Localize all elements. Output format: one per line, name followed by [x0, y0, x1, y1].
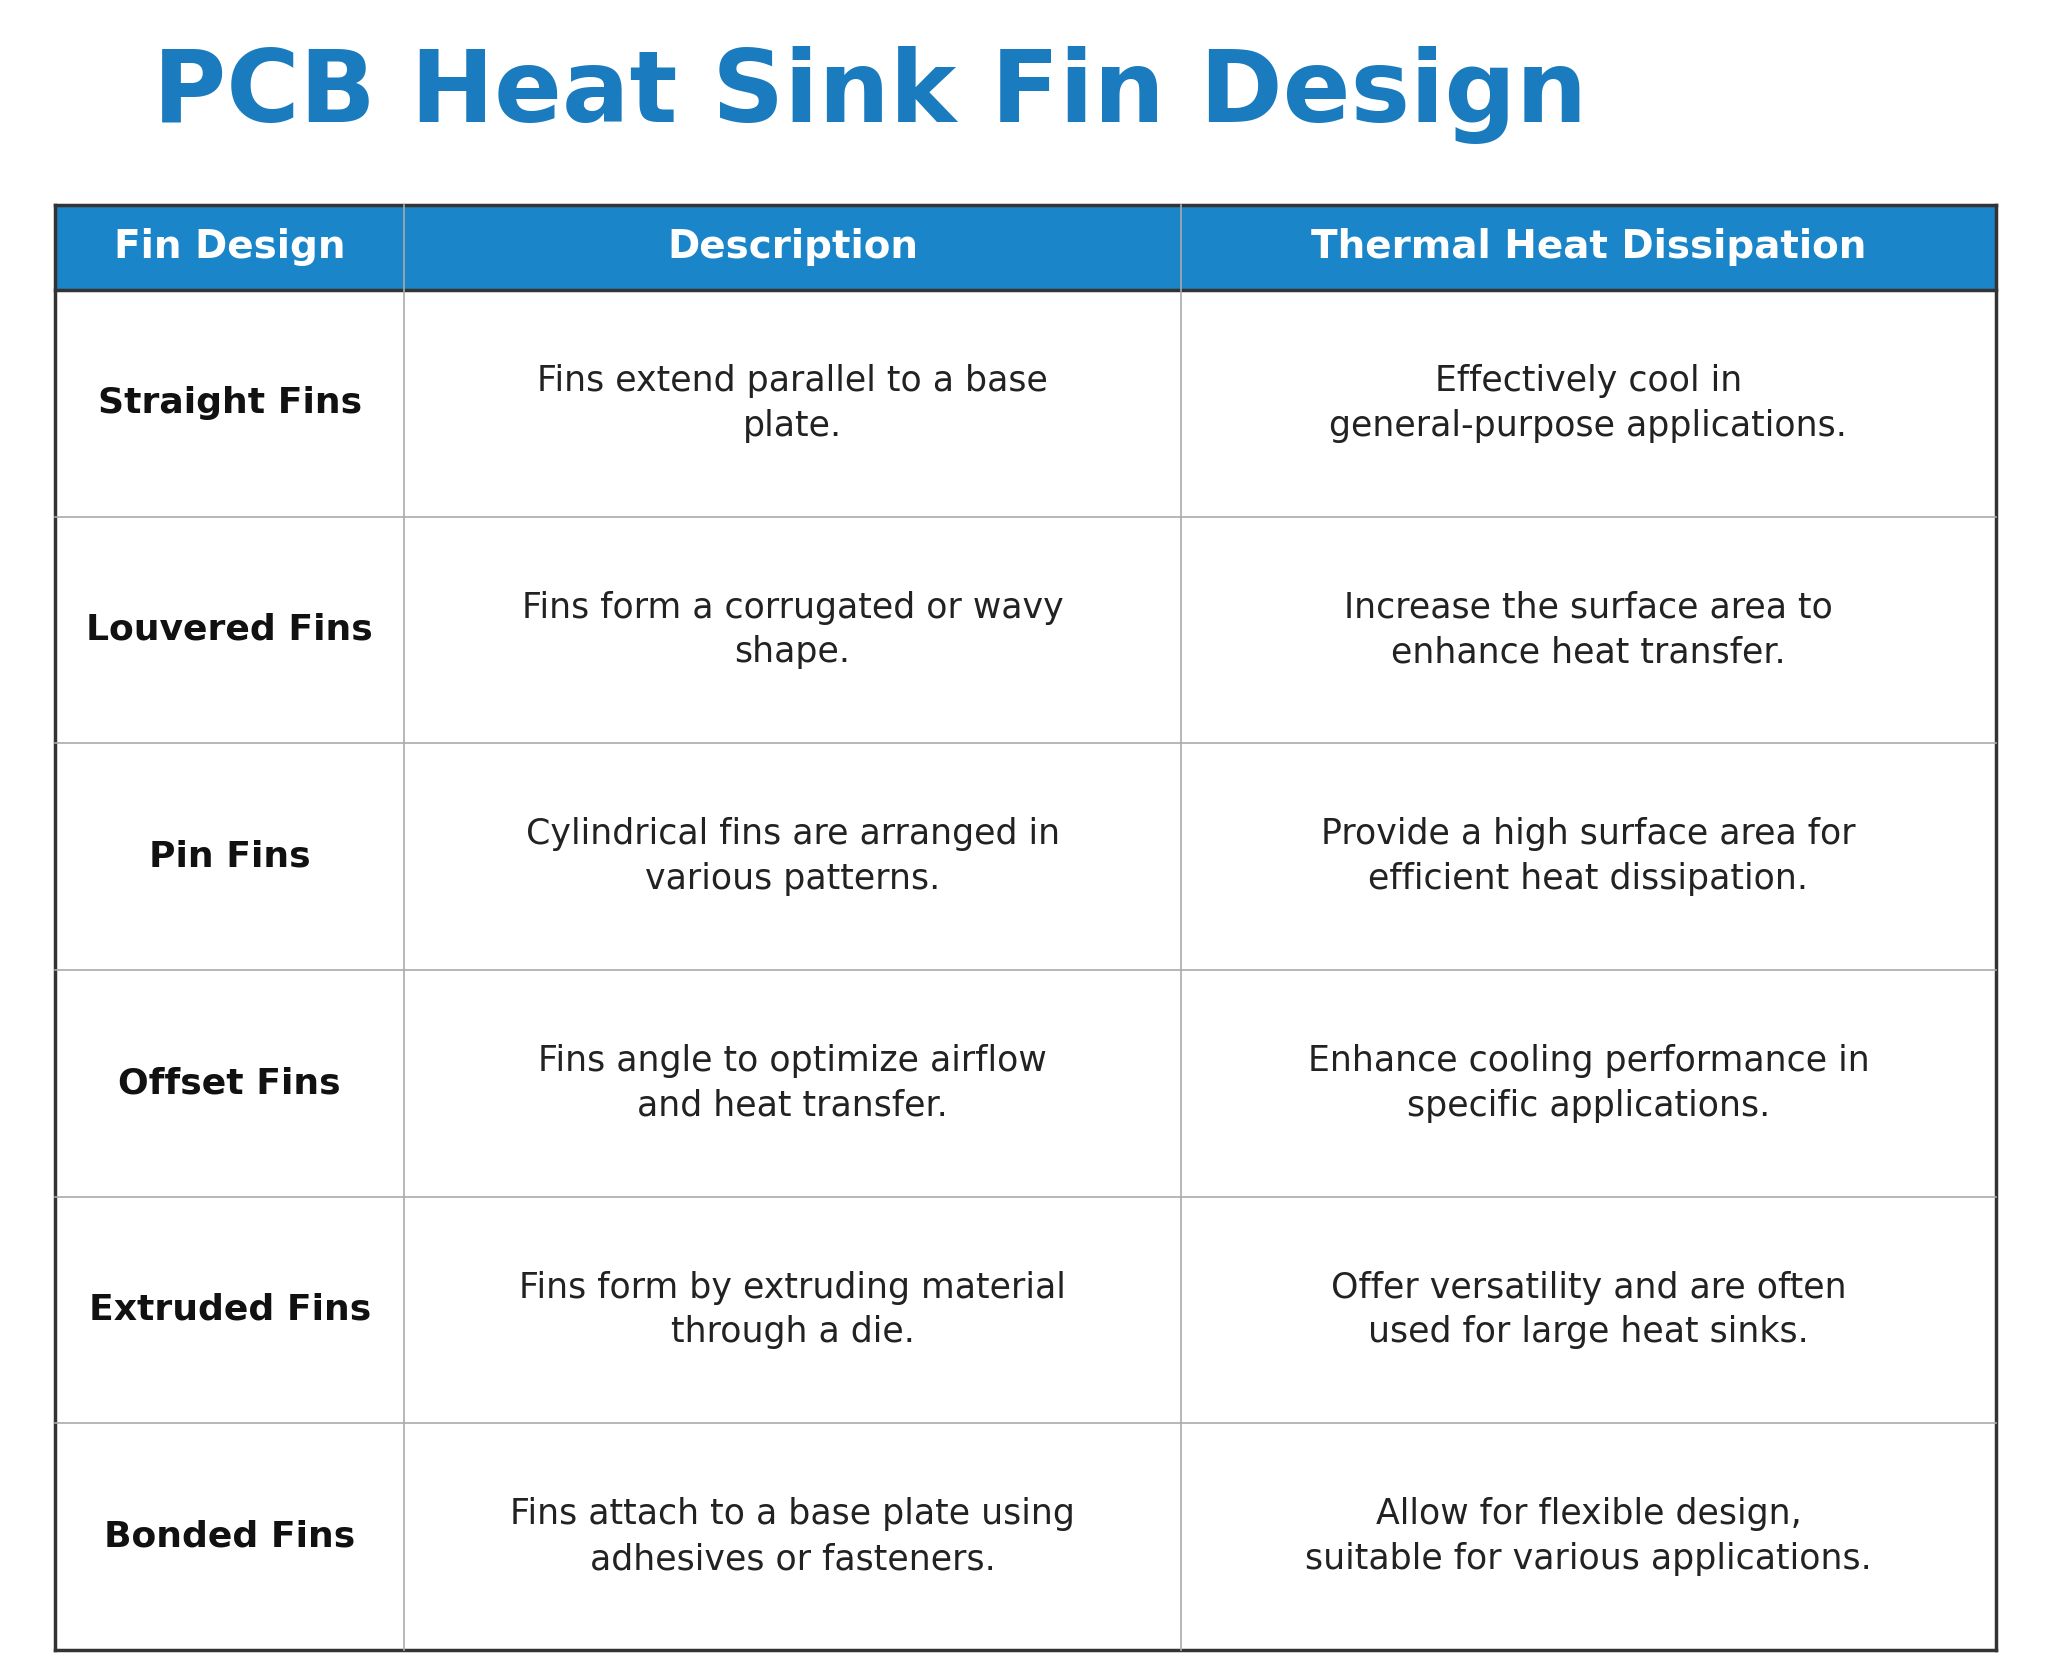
- Bar: [55, 290, 404, 517]
- Text: Thermal Heat Dissipation: Thermal Heat Dissipation: [1311, 228, 1866, 267]
- Bar: [404, 744, 1181, 970]
- Text: Fins form a corrugated or wavy
shape.: Fins form a corrugated or wavy shape.: [521, 591, 1064, 670]
- Bar: [1181, 517, 1996, 744]
- Bar: [404, 290, 1181, 517]
- Text: Fins attach to a base plate using
adhesives or fasteners.: Fins attach to a base plate using adhesi…: [511, 1498, 1075, 1577]
- Text: Extruded Fins: Extruded Fins: [88, 1293, 371, 1326]
- Bar: [1181, 205, 1996, 290]
- Text: Straight Fins: Straight Fins: [98, 386, 361, 420]
- Text: Louvered Fins: Louvered Fins: [86, 613, 373, 646]
- Bar: [55, 1424, 404, 1650]
- Bar: [55, 744, 404, 970]
- Bar: [404, 1424, 1181, 1650]
- Text: Fin Design: Fin Design: [115, 228, 345, 267]
- Text: Fins form by extruding material
through a die.: Fins form by extruding material through …: [519, 1271, 1067, 1350]
- Text: Effectively cool in
general-purpose applications.: Effectively cool in general-purpose appl…: [1329, 364, 1848, 443]
- Text: Offer versatility and are often
used for large heat sinks.: Offer versatility and are often used for…: [1331, 1271, 1846, 1350]
- Text: Provide a high surface area for
efficient heat dissipation.: Provide a high surface area for efficien…: [1321, 818, 1856, 897]
- Bar: [1181, 744, 1996, 970]
- Text: Bonded Fins: Bonded Fins: [105, 1519, 355, 1553]
- Bar: [55, 517, 404, 744]
- Bar: [55, 205, 404, 290]
- Text: Increase the surface area to
enhance heat transfer.: Increase the surface area to enhance hea…: [1343, 591, 1834, 670]
- Text: Offset Fins: Offset Fins: [119, 1066, 340, 1100]
- Bar: [1181, 1197, 1996, 1424]
- Text: Pin Fins: Pin Fins: [150, 840, 310, 873]
- Bar: [404, 205, 1181, 290]
- Text: Fins angle to optimize airflow
and heat transfer.: Fins angle to optimize airflow and heat …: [537, 1044, 1046, 1123]
- Bar: [55, 970, 404, 1197]
- Text: Description: Description: [667, 228, 919, 267]
- Bar: [55, 1197, 404, 1424]
- Bar: [1181, 970, 1996, 1197]
- Text: PCB Heat Sink Fin Design: PCB Heat Sink Fin Design: [154, 45, 1587, 144]
- Bar: [1181, 1424, 1996, 1650]
- Text: Cylindrical fins are arranged in
various patterns.: Cylindrical fins are arranged in various…: [525, 818, 1060, 897]
- Bar: [404, 517, 1181, 744]
- Bar: [404, 1197, 1181, 1424]
- Bar: [1181, 290, 1996, 517]
- Text: Fins extend parallel to a base
plate.: Fins extend parallel to a base plate.: [537, 364, 1048, 443]
- Text: Enhance cooling performance in
specific applications.: Enhance cooling performance in specific …: [1309, 1044, 1868, 1123]
- Bar: [404, 970, 1181, 1197]
- Text: Allow for flexible design,
suitable for various applications.: Allow for flexible design, suitable for …: [1304, 1498, 1873, 1577]
